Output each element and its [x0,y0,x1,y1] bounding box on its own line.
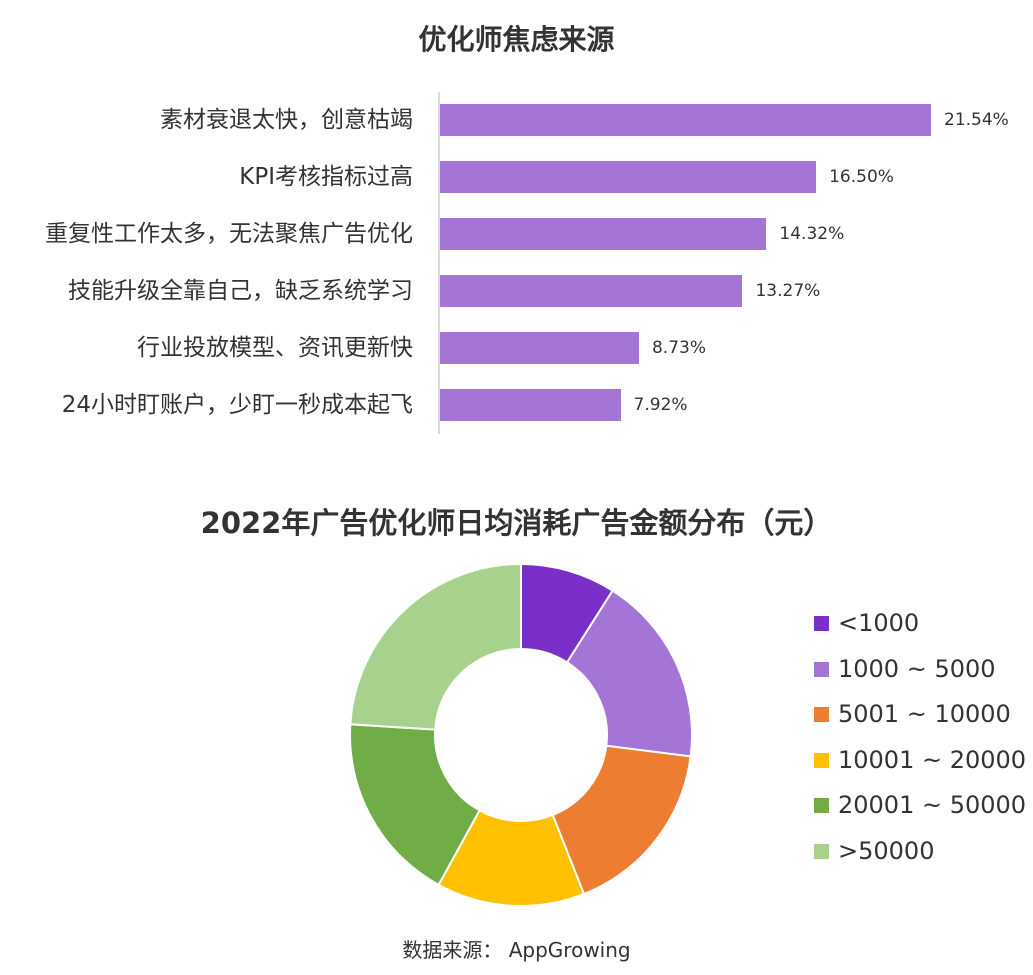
data-source-label: 数据来源： [402,938,503,962]
donut-chart [349,562,693,907]
legend-swatch [814,707,829,722]
bar-value-label: 7.92% [633,395,688,415]
data-source: 数据来源： AppGrowing [0,934,1033,963]
bar-category-label: 24小时盯账户，少盯一秒成本起飞 [61,392,413,418]
bar-category-label: 行业投放模型、资讯更新快 [137,335,413,361]
donut-chart-title: 2022年广告优化师日均消耗广告金额分布（元） [200,506,833,540]
bar-value-label: 16.50% [829,167,894,187]
bar-chart-title: 优化师焦虑来源 [418,23,615,56]
bar-category-label: 技能升级全靠自己，缺乏系统学习 [68,278,413,304]
data-source-value: AppGrowing [508,938,631,962]
legend-swatch [814,798,829,813]
donut-slice [349,723,481,887]
bar-category-label: KPI考核指标过高 [239,164,413,190]
donut-slice [565,589,693,758]
legend-label: 1000 ~ 5000 [838,654,996,683]
legend-swatch [814,843,829,859]
legend-label: 5001 ~ 10000 [838,700,1011,728]
bar [440,389,621,421]
bar-category-label: 重复性工作太多，无法聚焦广告优化 [45,221,413,247]
legend-label: 20001 ~ 50000 [838,791,1027,819]
bar-value-label: 21.54% [944,110,1009,130]
legend-label: 10001 ~ 20000 [838,745,1027,774]
bar [440,218,767,250]
bar-value-label: 13.27% [755,281,821,301]
bar-category-label: 素材衰退太快，创意枯竭 [160,107,413,133]
legend-swatch [814,752,829,768]
bar-value-label: 8.73% [651,338,706,358]
legend-label: >50000 [838,836,935,865]
bar [440,161,817,193]
bar [440,332,639,364]
legend-swatch [814,616,829,631]
legend-label: <1000 [838,609,920,637]
donut-slice [551,744,692,896]
bar [440,275,743,307]
legend-swatch [814,661,829,677]
bar-chart-axis [438,92,440,434]
bar-value-label: 14.32% [779,224,845,244]
bar [440,104,931,136]
donut-slice [349,562,522,731]
